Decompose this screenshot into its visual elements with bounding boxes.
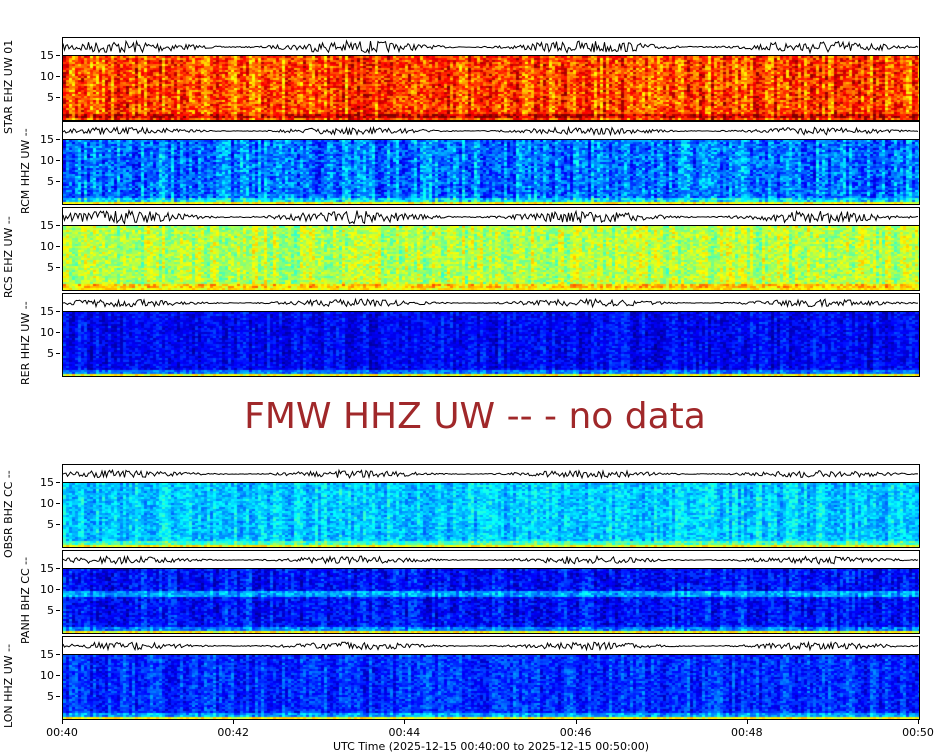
y-tick-label: 5 (47, 690, 60, 704)
y-tick-label: 10 (40, 326, 60, 340)
x-tick-mark (575, 720, 577, 724)
x-tick-label: 00:44 (388, 726, 421, 739)
station-panel: 5 10 15 (40, 550, 920, 634)
y-tick-label: 5 (47, 175, 60, 189)
station-label: RCS EHZ UW -- (2, 216, 15, 298)
waveform-trace (62, 293, 920, 313)
station-label: RCM HHZ UW -- (19, 128, 32, 214)
waveform-trace (62, 636, 920, 656)
station-label: OBSR BHZ CC -- (2, 470, 15, 558)
waveform-trace (62, 121, 920, 141)
station-panel: 5 10 15 (40, 207, 920, 291)
spectrogram-heatmap (62, 311, 920, 377)
y-tick-label: 10 (40, 70, 60, 84)
station-label: PANH BHZ CC -- (19, 556, 32, 644)
x-tick-mark (233, 720, 235, 724)
x-tick-label: 00:46 (559, 726, 592, 739)
waveform-line (63, 640, 919, 652)
x-tick-mark (918, 720, 919, 724)
y-tick-label: 5 (47, 91, 60, 105)
station-panel: 5 10 15 (40, 636, 920, 720)
station-panel: 5 10 15 (40, 37, 920, 121)
y-tick-label: 15 (40, 219, 60, 233)
y-tick-label: 15 (40, 305, 60, 319)
x-tick-mark (746, 720, 748, 724)
station-label: LON HHZ UW -- (2, 643, 15, 728)
station-panel: 5 10 15 (40, 464, 920, 548)
waveform-trace (62, 207, 920, 227)
y-tick-label: 10 (40, 669, 60, 683)
waveform-trace (62, 464, 920, 484)
waveform-line (63, 297, 919, 309)
y-tick-label: 10 (40, 154, 60, 168)
waveform-line (63, 125, 919, 137)
waveform-trace (62, 550, 920, 570)
waveform-line (63, 468, 919, 480)
x-tick-label: 00:40 (46, 726, 78, 739)
x-axis-label: UTC Time (2025-12-15 00:40:00 to 2025-12… (333, 740, 649, 753)
y-tick-label: 15 (40, 648, 60, 662)
x-tick-mark (404, 720, 406, 724)
y-tick-label: 15 (40, 562, 60, 576)
y-tick-label: 15 (40, 49, 60, 63)
y-tick-label: 5 (47, 347, 60, 361)
x-tick-label: 00:42 (217, 726, 250, 739)
station-panel: 5 10 15 (40, 293, 920, 377)
y-tick-label: 5 (47, 518, 60, 532)
x-tick-mark (62, 720, 63, 724)
station-panel: 5 10 15 (40, 121, 920, 205)
spectrogram-heatmap (62, 55, 920, 121)
spectrogram-heatmap (62, 568, 920, 634)
station-label: STAR EHZ UW 01 (2, 39, 15, 134)
x-tick-label: 00:48 (730, 726, 763, 739)
spectrogram-heatmap (62, 139, 920, 205)
y-tick-label: 10 (40, 240, 60, 254)
waveform-line (63, 39, 919, 55)
y-tick-label: 10 (40, 583, 60, 597)
spectrogram-heatmap (62, 654, 920, 720)
waveform-trace (62, 37, 920, 57)
station-label: RER HHZ UW -- (19, 301, 32, 385)
y-tick-label: 10 (40, 497, 60, 511)
spectrogram-heatmap (62, 482, 920, 548)
y-tick-label: 15 (40, 133, 60, 147)
spectrogram-heatmap (62, 225, 920, 291)
y-tick-label: 5 (47, 604, 60, 618)
x-tick-label: 00:50 (902, 726, 934, 739)
waveform-line (63, 554, 919, 566)
y-tick-label: 5 (47, 261, 60, 275)
no-data-message: FMW HHZ UW -- - no data (244, 396, 706, 437)
waveform-line (63, 208, 919, 225)
y-tick-label: 15 (40, 476, 60, 490)
